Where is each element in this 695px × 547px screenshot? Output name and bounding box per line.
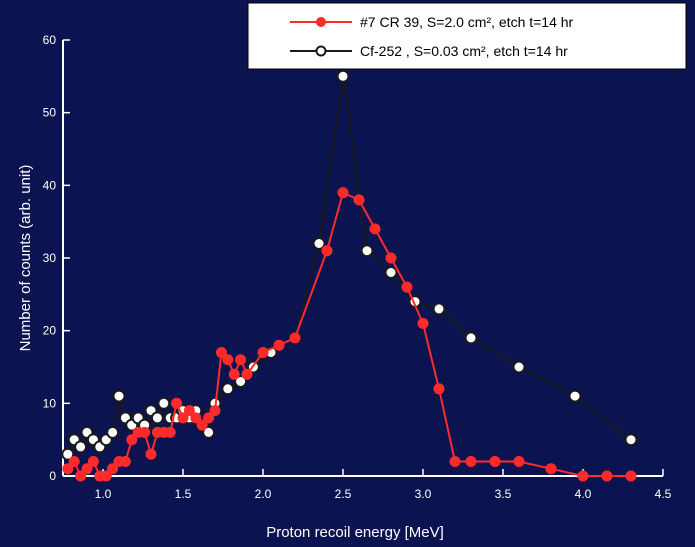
data-point: [196, 419, 208, 431]
data-point: [235, 354, 247, 366]
data-point: [601, 470, 613, 482]
data-point: [171, 397, 183, 409]
y-tick-label: 60: [43, 33, 57, 47]
data-point: [119, 456, 131, 467]
data-point: [545, 463, 557, 475]
data-point: [190, 412, 202, 424]
data-point: [222, 354, 234, 366]
data-point: [139, 426, 151, 438]
data-point: [209, 405, 221, 417]
series-layer: [61, 69, 638, 482]
legend-marker-cf252: [315, 45, 327, 57]
data-point: [234, 375, 248, 388]
data-point: [215, 347, 227, 358]
data-point: [312, 237, 326, 250]
data-point: [321, 245, 333, 257]
x-axis-title: Proton recoil energy [MeV]: [266, 524, 444, 541]
y-tick-label: 10: [43, 396, 57, 410]
x-tick-label: 2.0: [255, 487, 272, 501]
y-tick-label: 40: [43, 178, 57, 192]
data-point: [513, 456, 525, 467]
data-point: [273, 339, 285, 351]
data-point: [145, 448, 157, 460]
x-ticks: 1.0 1.5 2.0 2.5 3.0 3.5 4.0 4.5: [95, 469, 672, 501]
data-point: [62, 463, 74, 475]
y-tick-label: 50: [43, 106, 57, 120]
x-tick-label: 1.0: [95, 487, 112, 501]
data-point: [241, 368, 253, 380]
y-tick-label: 0: [49, 469, 56, 483]
data-point: [228, 368, 240, 380]
data-point: [202, 425, 216, 439]
data-point: [624, 433, 638, 447]
data-point: [417, 317, 429, 329]
legend-marker-cr39: [316, 17, 326, 27]
data-point: [150, 411, 164, 425]
data-point: [87, 456, 99, 467]
data-point: [100, 470, 112, 482]
data-point: [289, 332, 301, 344]
data-point: [75, 470, 87, 482]
data-point: [512, 360, 526, 374]
y-axis-title: Number of counts (arb. unit): [17, 165, 34, 352]
data-point: [489, 456, 501, 467]
data-point: [401, 281, 413, 293]
data-point: [449, 456, 461, 467]
data-point: [203, 412, 215, 424]
data-point: [164, 426, 176, 438]
data-point: [353, 194, 365, 206]
x-tick-label: 2.5: [335, 487, 352, 501]
y-tick-label: 30: [43, 251, 57, 265]
data-point: [81, 463, 93, 475]
x-tick-label: 4.0: [575, 487, 592, 501]
data-point: [112, 389, 126, 403]
y-tick-label: 20: [43, 324, 57, 338]
data-point: [360, 244, 374, 258]
data-point: [74, 440, 88, 454]
data-point: [177, 412, 189, 424]
data-point: [465, 456, 477, 467]
legend-box: [247, 2, 687, 70]
data-point: [577, 470, 589, 482]
data-point: [433, 383, 445, 395]
data-point: [369, 223, 381, 235]
data-point: [107, 463, 119, 475]
data-point: [183, 405, 195, 417]
x-tick-label: 1.5: [175, 487, 192, 501]
data-point: [61, 447, 75, 461]
data-point: [221, 382, 235, 396]
data-point: [625, 470, 637, 482]
data-point: [384, 266, 398, 279]
data-point: [106, 425, 120, 439]
data-point: [337, 187, 349, 199]
x-tick-label: 3.5: [495, 487, 512, 501]
series-0: [62, 187, 637, 482]
data-point: [257, 347, 269, 358]
data-point: [464, 331, 478, 345]
x-tick-label: 4.5: [655, 487, 672, 501]
data-point: [568, 389, 582, 403]
data-point: [68, 456, 80, 467]
data-point: [157, 396, 171, 410]
legend: #7 CR 39, S=2.0 cm², etch t=14 hr Cf-252…: [247, 2, 687, 70]
x-tick-label: 3.0: [415, 487, 432, 501]
data-point: [432, 302, 446, 316]
data-point: [336, 69, 350, 83]
y-ticks: 0 10 20 30 40 50 60: [43, 33, 70, 483]
legend-label-cr39: #7 CR 39, S=2.0 cm², etch t=14 hr: [360, 14, 574, 30]
legend-label-cf252: Cf-252 , S=0.03 cm², etch t=14 hr: [360, 43, 568, 59]
data-point: [385, 252, 397, 264]
data-point: [126, 434, 138, 446]
